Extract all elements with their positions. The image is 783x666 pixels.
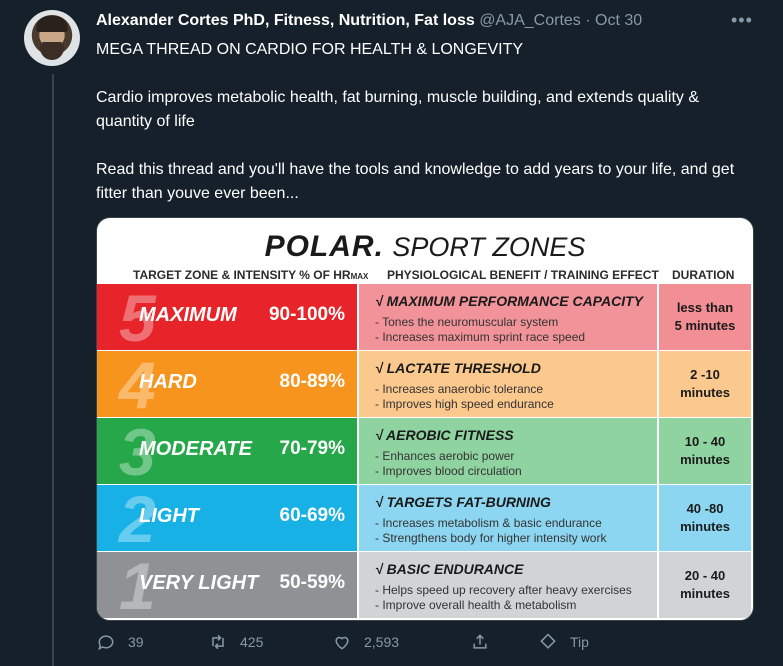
like-icon [335, 636, 349, 650]
zone-row: 1 VERY LIGHT 50-59% √ BASIC ENDURANCE - … [97, 549, 753, 620]
share-icon [473, 634, 487, 649]
image-title: POLAR. SPORT ZONES [97, 230, 753, 264]
zone-duration: less than 5 minutes [659, 284, 751, 350]
duration-line-2: minutes [680, 452, 730, 467]
zone-percentage: 90-100% [268, 304, 345, 325]
reply-count: 39 [128, 634, 144, 650]
header-duration: DURATION [672, 268, 735, 282]
zone-name: MODERATE [139, 438, 252, 460]
like-count: 2,593 [364, 634, 400, 650]
zone-row: 4 HARD 80-89% √ LACTATE THRESHOLD - Incr… [97, 348, 753, 422]
zone-number: 2 [119, 482, 156, 556]
zone-duration: 2 -10 minutes [659, 351, 751, 417]
tweet-body: MEGA THREAD ON CARDIO FOR HEALTH & LONGE… [96, 38, 756, 206]
duration-line-2: minutes [680, 586, 730, 601]
zone-intensity: 4 HARD 80-89% [97, 348, 357, 422]
duration-line-2: minutes [680, 385, 730, 400]
tweet-header: Alexander Cortes PhD, Fitness, Nutrition… [96, 12, 642, 30]
zone-percentage: 70-79% [279, 438, 346, 459]
benefit-line-1: - Increases metabolism & basic endurance [375, 516, 602, 530]
zone-intensity: 2 LIGHT 60-69% [97, 482, 357, 556]
zone-number: 5 [119, 281, 156, 355]
polar-logo: POLAR. [264, 230, 384, 263]
zone-duration: 20 - 40 minutes [659, 552, 751, 618]
share-button[interactable] [470, 632, 502, 652]
reply-button[interactable]: 39 [96, 632, 144, 652]
zone-row: 3 MODERATE 70-79% √ AEROBIC FITNESS - En… [97, 415, 753, 489]
tweet-date[interactable]: Oct 30 [595, 12, 643, 29]
duration-line-1: 2 -10 [690, 367, 720, 382]
avatar-beard [40, 42, 64, 60]
zone-benefit: √ BASIC ENDURANCE - Helps speed up recov… [359, 552, 657, 618]
avatar-hair [36, 16, 68, 32]
zone-row: 5 MAXIMUM 90-100% √ MAXIMUM PERFORMANCE … [97, 281, 753, 355]
zone-duration: 10 - 40 minutes [659, 418, 751, 484]
reply-icon [98, 635, 114, 651]
duration-line-2: 5 minutes [674, 318, 736, 333]
retweet-count: 425 [240, 634, 264, 650]
benefit-title: √ BASIC ENDURANCE [375, 561, 524, 577]
thread-line [52, 74, 54, 666]
zone-percentage: 80-89% [279, 371, 346, 392]
benefit-line-2: - Strengthens body for higher intensity … [375, 531, 607, 545]
duration-line-1: less than [676, 300, 734, 315]
tweet-actions: 39 425 2,593 Tip [96, 632, 756, 656]
zone-benefit: √ MAXIMUM PERFORMANCE CAPACITY - Tones t… [359, 284, 657, 350]
author-handle[interactable]: @AJA_Cortes [479, 12, 581, 29]
zone-benefit: √ TARGETS FAT-BURNING - Increases metabo… [359, 485, 657, 551]
tweet-line-3: Read this thread and you'll have the too… [96, 161, 735, 202]
zone-name: VERY LIGHT [139, 572, 259, 594]
duration-line-2: minutes [680, 519, 730, 534]
zone-number: 1 [119, 549, 156, 621]
zone-intensity: 3 MODERATE 70-79% [97, 415, 357, 489]
benefit-line-1: - Increases anaerobic tolerance [375, 382, 544, 396]
header-zone: TARGET ZONE & INTENSITY % OF HRMAX [133, 268, 369, 282]
zone-name: LIGHT [139, 505, 199, 527]
benefit-line-1: - Helps speed up recovery after heavy ex… [375, 583, 632, 597]
benefit-line-2: - Improves blood circulation [375, 464, 522, 478]
zone-number: 4 [119, 348, 156, 422]
zone-percentage: 50-59% [279, 572, 346, 593]
zone-benefit: √ AEROBIC FITNESS - Enhances aerobic pow… [359, 418, 657, 484]
benefit-line-2: - Improve overall health & metabolism [375, 598, 577, 612]
benefit-line-2: - Increases maximum sprint race speed [375, 330, 586, 344]
tweet-image[interactable]: POLAR. SPORT ZONES TARGET ZONE & INTENSI… [96, 217, 754, 621]
benefit-title: √ TARGETS FAT-BURNING [375, 494, 551, 510]
duration-line-1: 40 -80 [686, 501, 724, 516]
benefit-title: √ AEROBIC FITNESS [375, 427, 514, 443]
retweet-icon [212, 634, 224, 650]
benefit-title: √ MAXIMUM PERFORMANCE CAPACITY [375, 293, 643, 309]
tweet-line-2: Cardio improves metabolic health, fat bu… [96, 89, 699, 130]
benefit-line-1: - Tones the neuromuscular system [375, 315, 559, 329]
meta-separator: · [585, 12, 591, 29]
zone-row: 2 LIGHT 60-69% √ TARGETS FAT-BURNING - I… [97, 482, 753, 556]
retweet-button[interactable]: 425 [208, 632, 263, 652]
duration-line-1: 10 - 40 [684, 434, 726, 449]
avatar[interactable] [24, 10, 80, 66]
zone-intensity: 1 VERY LIGHT 50-59% [97, 549, 357, 620]
tip-label: Tip [570, 634, 589, 650]
benefit-line-2: - Improves high speed endurance [375, 397, 554, 411]
duration-line-1: 20 - 40 [684, 568, 726, 583]
header-benefit: PHYSIOLOGICAL BENEFIT / TRAINING EFFECT [387, 268, 659, 282]
zone-name: MAXIMUM [139, 304, 237, 326]
tip-icon [540, 633, 556, 649]
benefit-line-1: - Enhances aerobic power [375, 449, 515, 463]
zone-intensity: 5 MAXIMUM 90-100% [97, 281, 357, 355]
zone-benefit: √ LACTATE THRESHOLD - Increases anaerobi… [359, 351, 657, 417]
zone-number: 3 [119, 415, 156, 489]
image-subtitle: SPORT ZONES [392, 232, 586, 262]
zone-name: HARD [139, 371, 197, 393]
author-name[interactable]: Alexander Cortes PhD, Fitness, Nutrition… [96, 12, 475, 29]
more-icon[interactable]: ••• [731, 10, 753, 30]
like-button[interactable]: 2,593 [332, 632, 399, 652]
zone-percentage: 60-69% [279, 505, 346, 526]
benefit-title: √ LACTATE THRESHOLD [375, 360, 541, 376]
tweet-line-1: MEGA THREAD ON CARDIO FOR HEALTH & LONGE… [96, 41, 524, 58]
zone-duration: 40 -80 minutes [659, 485, 751, 551]
tip-button[interactable]: Tip [538, 632, 589, 652]
